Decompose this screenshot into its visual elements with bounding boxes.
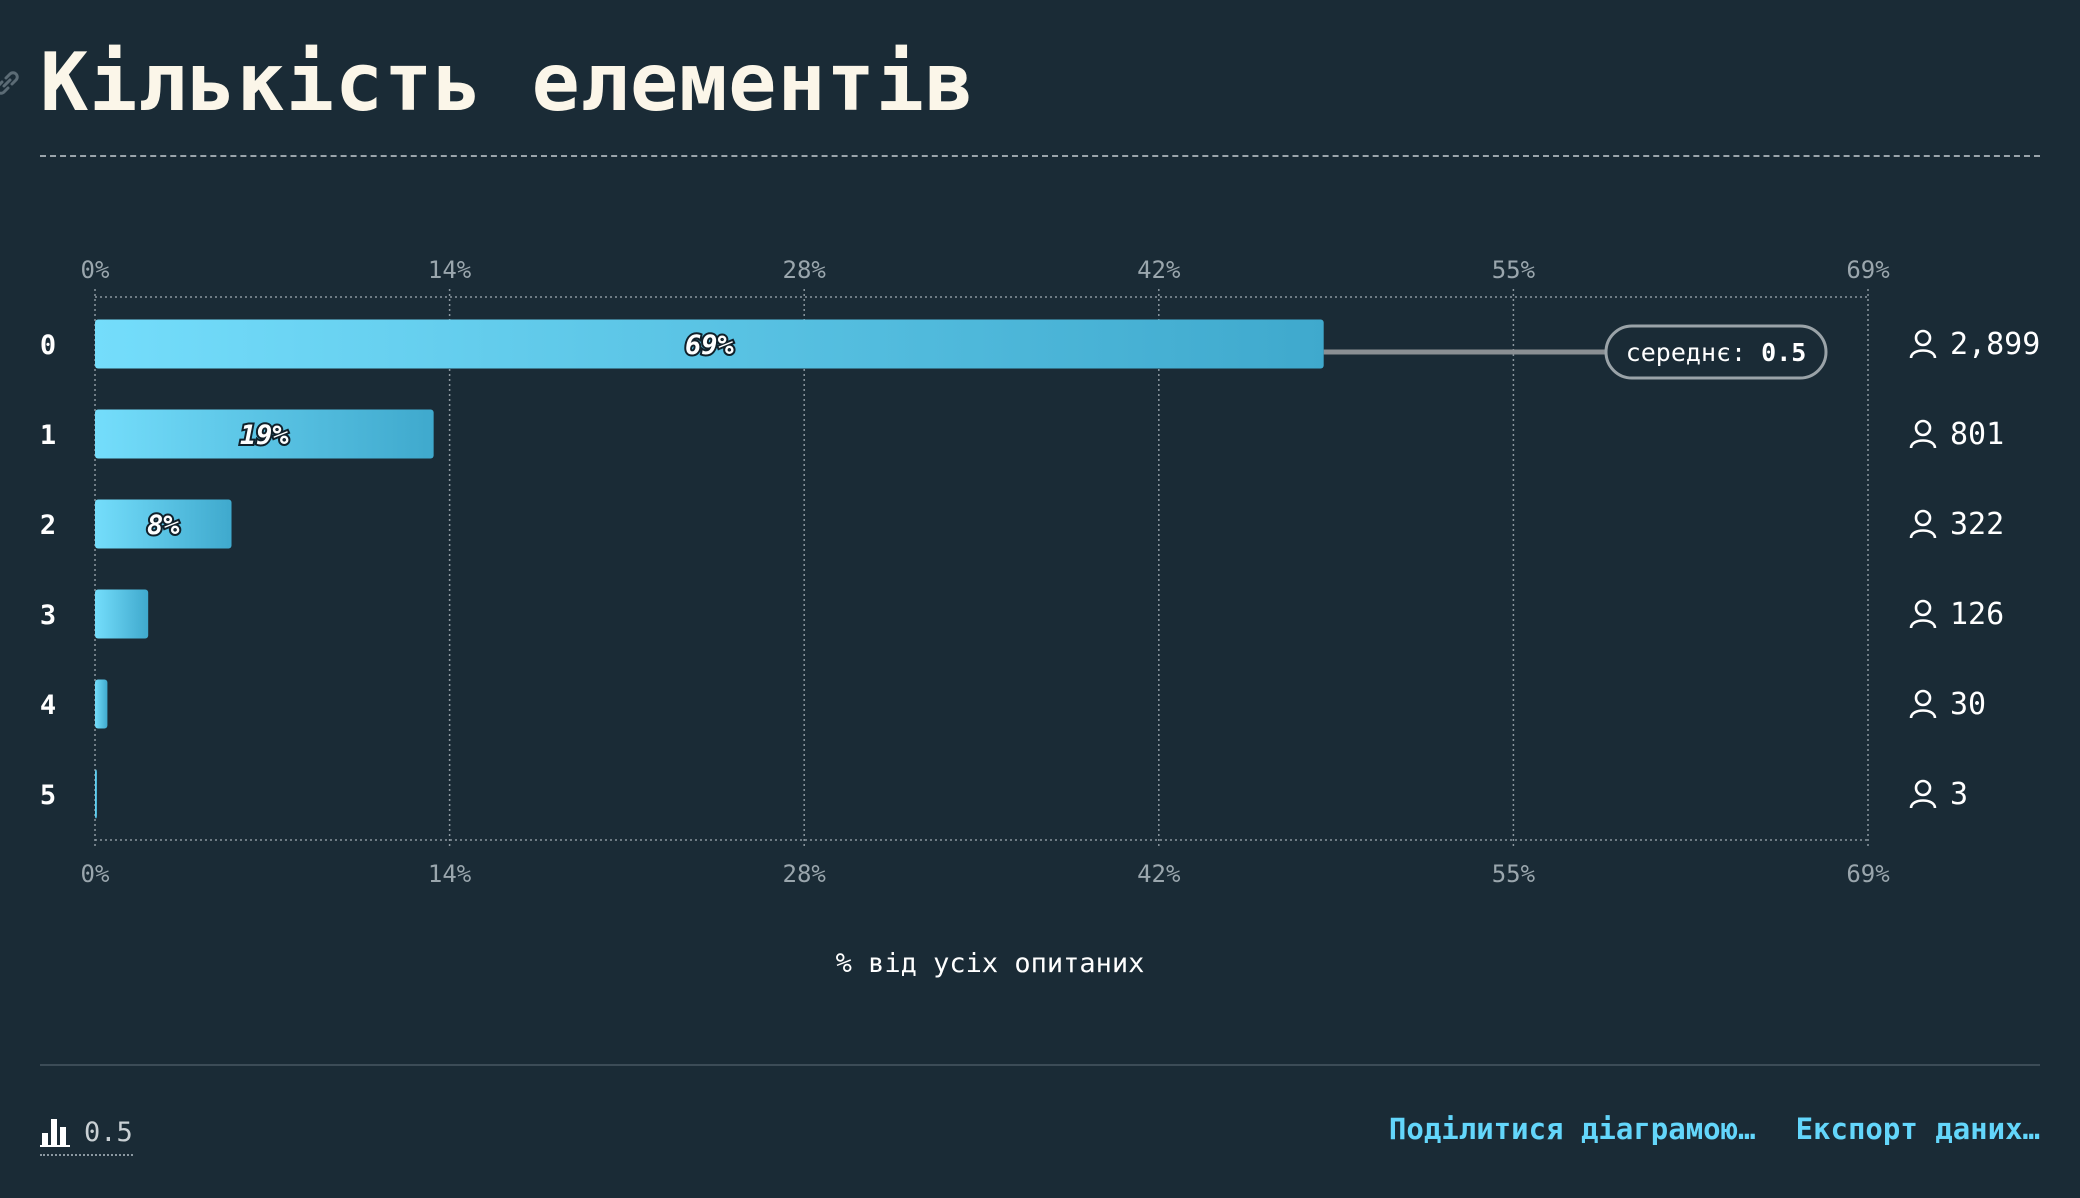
x-tick-label-bottom: 42% — [1137, 860, 1181, 888]
user-icon — [1909, 329, 1937, 359]
respondent-count: 2,899 — [1950, 327, 2040, 362]
page-title: Кількість елементів — [40, 36, 975, 129]
x-tick-label-bottom: 28% — [783, 860, 827, 888]
bar-0[interactable] — [95, 319, 1324, 369]
bar-3[interactable] — [95, 589, 149, 639]
category-label: 2 — [40, 510, 56, 541]
respondent-count: 126 — [1950, 597, 2004, 632]
x-tick-label-bottom: 69% — [1846, 860, 1890, 888]
x-tick-label-top: 42% — [1137, 256, 1181, 284]
bar-chart-icon — [40, 1119, 70, 1147]
bar-5[interactable] — [95, 769, 97, 819]
footer-divider — [40, 1064, 2040, 1066]
x-tick-label-top: 55% — [1492, 256, 1536, 284]
x-tick-label-top: 14% — [428, 256, 472, 284]
respondent-count: 801 — [1950, 417, 2004, 452]
x-tick-label-top: 0% — [81, 256, 110, 284]
x-tick-label-top: 28% — [783, 256, 827, 284]
respondent-count: 30 — [1950, 687, 1986, 722]
average-summary[interactable]: 0.5 — [40, 1112, 133, 1156]
x-tick-label-bottom: 55% — [1492, 860, 1536, 888]
x-tick-label-top: 69% — [1846, 256, 1890, 284]
export-data-button[interactable]: Експорт даних… — [1795, 1112, 2040, 1146]
category-label: 0 — [40, 330, 56, 361]
bar-value-label: 19% — [240, 420, 290, 451]
mean-label: середнє: 0.5 — [1626, 338, 1807, 367]
respondent-count: 3 — [1950, 777, 1968, 812]
category-label: 4 — [40, 690, 56, 721]
title-divider — [40, 155, 2040, 157]
bar-chart: 0%0%14%14%28%28%42%42%55%55%69%69%0 69% 2,… — [40, 256, 2040, 979]
user-icon — [1909, 599, 1937, 629]
bar-2[interactable] — [95, 499, 232, 549]
user-icon — [1909, 689, 1937, 719]
mean-badge — [1604, 324, 1828, 380]
bar-value-label: 69% — [685, 330, 735, 361]
bar-1[interactable] — [95, 409, 434, 459]
bar-4[interactable] — [95, 679, 108, 729]
x-tick-label-bottom: 14% — [428, 860, 472, 888]
user-icon — [1909, 779, 1937, 809]
respondent-count: 322 — [1950, 507, 2004, 542]
link-icon[interactable] — [0, 68, 22, 98]
category-label: 1 — [40, 420, 56, 451]
category-label: 5 — [40, 780, 56, 811]
x-tick-label-bottom: 0% — [81, 860, 110, 888]
bar-value-label: 8% — [147, 510, 180, 541]
average-value: 0.5 — [84, 1116, 133, 1148]
share-chart-button[interactable]: Поділитися діаграмою… — [1388, 1112, 1756, 1146]
category-label: 3 — [40, 600, 56, 631]
user-icon — [1909, 419, 1937, 449]
x-axis-title: % від усіх опитаних — [836, 948, 1145, 979]
user-icon — [1909, 509, 1937, 539]
